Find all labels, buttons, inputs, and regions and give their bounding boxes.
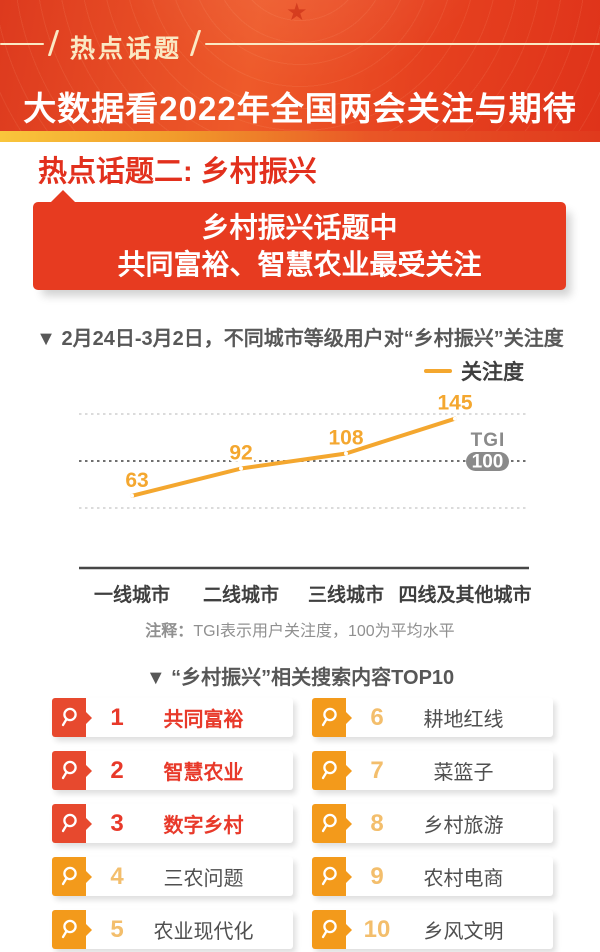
rank-number: 4 <box>110 862 124 890</box>
top10-item: 2 智慧农业 <box>52 751 293 790</box>
search-badge <box>312 751 352 790</box>
item-label: 乡风文明 <box>423 921 504 943</box>
header-tag: 热点话题 <box>70 35 183 63</box>
legend-line-swatch <box>424 369 452 373</box>
x-axis-label: 四线及其他城市 <box>398 583 531 606</box>
top10-item: 3 数字乡村 <box>52 804 293 843</box>
x-axis-label: 二线城市 <box>203 583 279 606</box>
item-label: 智慧农业 <box>163 762 244 784</box>
item-label: 三农问题 <box>163 868 244 890</box>
magnifier-icon <box>321 707 337 727</box>
top10-item: 6 耕地红线 <box>312 698 553 737</box>
data-point-marker <box>130 493 134 498</box>
magnifier-icon <box>321 813 337 833</box>
top10-item: 4 三农问题 <box>52 857 293 896</box>
banner-pointer-triangle <box>51 190 75 202</box>
data-label: 92 <box>229 442 252 465</box>
tgi-value: 100 <box>472 452 504 473</box>
search-badge <box>52 804 92 843</box>
slash-icon <box>189 30 202 56</box>
chart-note: 注释：TGI表示用户关注度，100为平均水平 <box>0 617 600 641</box>
top10-item: 8 乡村旅游 <box>312 804 553 843</box>
magnifier-icon <box>61 760 77 780</box>
data-label: 108 <box>328 426 363 449</box>
top10-heading: ▼ “乡村振兴”相关搜索内容TOP10 <box>145 667 455 689</box>
rank-number: 1 <box>110 703 124 731</box>
magnifier-icon <box>321 760 337 780</box>
chart-title: ▼ 2月24日-3月2日，不同城市等级用户对“乡村振兴”关注度 <box>36 328 564 350</box>
search-badge <box>52 751 92 790</box>
item-label: 数字乡村 <box>163 815 244 837</box>
rank-number: 8 <box>370 809 384 837</box>
x-axis-label: 一线城市 <box>94 583 170 606</box>
tgi-value-badge <box>466 452 509 471</box>
magnifier-icon <box>321 866 337 886</box>
gradient-stripe <box>0 131 600 142</box>
data-label: 63 <box>125 469 148 492</box>
key-finding-banner: 乡村振兴话题中 共同富裕、智慧农业最受关注 <box>33 202 566 290</box>
item-label: 农村电商 <box>423 868 504 890</box>
item-label: 农业现代化 <box>153 921 254 943</box>
data-point-marker <box>239 466 243 471</box>
data-label: 145 <box>437 392 472 415</box>
legend-label: 关注度 <box>461 361 524 384</box>
page-title: 大数据看2022年全国两会关注与期待 <box>23 90 577 127</box>
item-label: 菜篮子 <box>433 762 494 784</box>
search-badge <box>52 698 92 737</box>
search-badge <box>312 910 352 949</box>
search-badge <box>52 857 92 896</box>
star-icon: ★ <box>286 0 308 26</box>
rank-number: 7 <box>370 756 384 784</box>
top10-item: 1 共同富裕 <box>52 698 293 737</box>
magnifier-icon <box>61 707 77 727</box>
rank-number: 10 <box>363 915 391 943</box>
item-label: 耕地红线 <box>423 709 504 731</box>
search-badge <box>312 698 352 737</box>
rank-number: 5 <box>110 915 124 943</box>
chart-legend: 关注度 <box>424 356 524 386</box>
slash-icon <box>47 30 60 56</box>
rank-number: 6 <box>370 703 384 731</box>
rank-number: 3 <box>110 809 124 837</box>
item-label: 共同富裕 <box>163 709 244 731</box>
note-text: TGI表示用户关注度，100为平均水平 <box>193 623 455 640</box>
magnifier-icon <box>61 813 77 833</box>
rank-number: 2 <box>110 756 124 784</box>
top10-item: 5 农业现代化 <box>52 910 293 949</box>
search-badge <box>52 910 92 949</box>
tgi-label: TGI <box>471 430 506 451</box>
data-point-marker <box>453 416 457 421</box>
top10-item: 9 农村电商 <box>312 857 553 896</box>
top10-item: 7 菜篮子 <box>312 751 553 790</box>
item-label: 乡村旅游 <box>423 815 504 837</box>
banner-line-2: 共同富裕、智慧农业最受关注 <box>117 249 482 280</box>
rank-number: 9 <box>370 862 384 890</box>
magnifier-icon <box>321 919 337 939</box>
search-badge <box>312 857 352 896</box>
section-heading: 热点话题二: 乡村振兴 <box>38 156 317 188</box>
header-banner: ★ 热点话题 大数据看2022年全国两会关注与期待 <box>0 0 600 131</box>
magnifier-icon <box>61 919 77 939</box>
tag-rule-right <box>205 43 600 45</box>
attention-line <box>130 416 457 498</box>
top10-item: 10 乡风文明 <box>312 910 553 949</box>
banner-line-1: 乡村振兴话题中 <box>201 212 398 243</box>
tag-rule-left <box>0 43 44 45</box>
data-point-marker <box>344 451 348 456</box>
x-axis-label: 三线城市 <box>308 583 384 606</box>
note-prefix: 注释： <box>145 623 194 640</box>
search-badge <box>312 804 352 843</box>
magnifier-icon <box>61 866 77 886</box>
